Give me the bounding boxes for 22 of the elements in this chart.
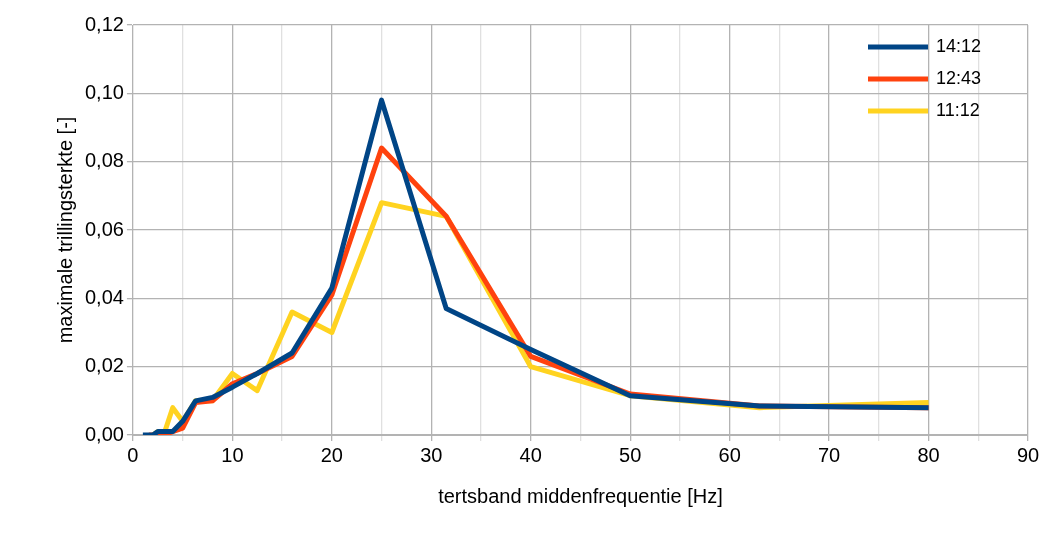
- x-tick-label: 0: [127, 443, 139, 466]
- x-tick-label: 90: [1016, 443, 1040, 466]
- y-tick-label: 0,06: [84, 217, 124, 240]
- x-tick-label: 30: [420, 443, 443, 466]
- y-axis-title: maximale trillingsterkte [-]: [53, 116, 76, 344]
- y-tick-label: 0,02: [84, 354, 124, 377]
- y-tick-label: 0,04: [84, 285, 124, 308]
- y-tick-label: 0,10: [84, 80, 124, 103]
- x-tick-label: 60: [718, 443, 741, 466]
- x-tick-label: 50: [619, 443, 642, 466]
- x-axis-title: tertsband middenfrequentie [Hz]: [438, 484, 723, 507]
- legend-label: 12:43: [936, 67, 982, 88]
- x-tick-label: 70: [817, 443, 841, 466]
- y-tick-label: 0,00: [84, 422, 124, 445]
- x-tick-label: 80: [917, 443, 940, 466]
- legend-label: 11:12: [936, 99, 980, 120]
- x-tick-label: 40: [519, 443, 542, 466]
- x-tick-label: 20: [320, 443, 343, 466]
- y-tick-label: 0,08: [84, 149, 124, 172]
- legend-label: 14:12: [936, 35, 982, 56]
- y-tick-label: 0,12: [84, 12, 124, 35]
- x-tick-label: 10: [221, 443, 244, 466]
